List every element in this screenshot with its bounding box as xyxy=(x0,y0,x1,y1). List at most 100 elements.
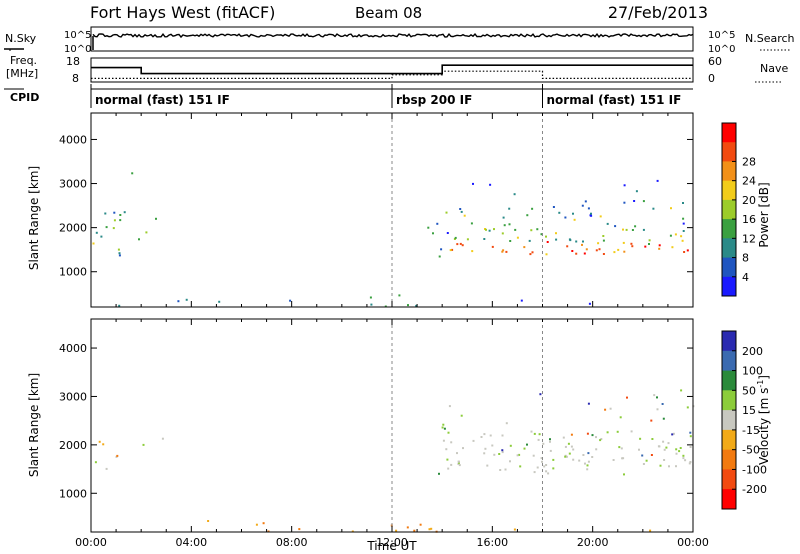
nsky-label: N.Sky xyxy=(5,32,37,45)
freq-right-tick-bottom: 0 xyxy=(708,72,715,85)
y-tick-label: 1000 xyxy=(59,487,87,500)
range-cell xyxy=(689,435,692,438)
range-cell xyxy=(587,460,590,463)
range-cell xyxy=(658,244,661,247)
range-cell xyxy=(440,248,443,251)
range-cell xyxy=(657,445,660,448)
range-cell xyxy=(599,439,602,442)
range-cell xyxy=(619,416,622,419)
range-cell xyxy=(542,442,545,445)
range-cell xyxy=(630,242,633,245)
range-cell xyxy=(566,245,569,248)
range-cell xyxy=(623,184,626,187)
x-tick-label: 12:00 xyxy=(376,536,408,549)
range-cell xyxy=(682,202,684,204)
range-cell xyxy=(602,239,605,242)
x-tick-label: 00:00 xyxy=(677,536,709,549)
range-cell xyxy=(582,240,584,243)
range-cell xyxy=(123,211,126,214)
range-cell xyxy=(686,249,689,252)
range-cell xyxy=(472,439,475,442)
x-tick-label: 00:00 xyxy=(75,536,107,549)
range-cell xyxy=(653,394,656,397)
range-cell xyxy=(658,247,661,250)
range-cell xyxy=(406,526,409,529)
range-cell xyxy=(536,228,539,231)
colorbar-tick-label: 28 xyxy=(742,155,756,168)
range-cell xyxy=(450,463,453,466)
range-cell xyxy=(446,458,449,461)
range-cell xyxy=(572,458,575,461)
colorbar-tick-label: 4 xyxy=(742,271,749,284)
range-cell xyxy=(682,454,685,457)
range-cell xyxy=(530,229,533,232)
range-cell xyxy=(118,252,121,255)
cpid-mode-band: normal (fast) 151 IF rbsp 200 IF normal (f… xyxy=(90,84,693,108)
range-cell xyxy=(415,304,418,307)
range-cell xyxy=(562,436,565,439)
range-cell xyxy=(572,212,574,215)
range-cell xyxy=(555,232,557,235)
colorbar-segment xyxy=(722,390,736,411)
range-cell xyxy=(545,470,548,473)
range-cell xyxy=(419,523,422,526)
range-cell xyxy=(112,227,115,230)
range-cell xyxy=(598,248,601,251)
colorbar-segment xyxy=(722,257,736,278)
range-cell xyxy=(407,304,409,307)
range-cell xyxy=(428,528,431,531)
range-cell xyxy=(447,467,450,470)
velocity-ylabel: Slant Range [km] xyxy=(27,373,41,477)
panel-background xyxy=(91,319,693,532)
range-cell xyxy=(442,423,445,426)
range-cell xyxy=(552,458,555,461)
range-cell xyxy=(623,250,626,253)
range-cell xyxy=(489,434,492,437)
range-cell xyxy=(625,228,628,231)
range-cell xyxy=(498,453,501,455)
range-cell xyxy=(564,216,567,219)
range-cell xyxy=(571,250,574,252)
range-cell xyxy=(533,471,536,474)
range-cell xyxy=(648,243,650,245)
range-cell xyxy=(609,407,612,410)
range-cell xyxy=(652,207,655,210)
colorbar-tick-label: 12 xyxy=(742,232,756,245)
range-cell xyxy=(145,231,148,234)
range-cell xyxy=(656,179,659,182)
beam-label: Beam 08 xyxy=(355,4,422,22)
range-cell xyxy=(583,252,586,255)
y-tick-label: 3000 xyxy=(59,390,87,403)
range-cell xyxy=(480,436,483,438)
range-cell xyxy=(523,246,526,249)
range-cell xyxy=(588,302,591,305)
freq-left-tick-bottom: 8 xyxy=(72,72,79,85)
noise-left-tick-bottom: 10^0 xyxy=(64,44,91,55)
range-cell xyxy=(545,235,547,238)
freq-label-line2: [MHz] xyxy=(6,67,38,80)
freq-solid-line xyxy=(91,64,693,75)
colorbar-tick-label: 24 xyxy=(742,175,756,188)
range-cell xyxy=(177,300,180,303)
range-cell xyxy=(564,455,567,458)
range-cell xyxy=(519,465,522,468)
colorbar-tick-label: -15 xyxy=(742,424,760,437)
range-cell xyxy=(649,529,652,532)
range-cell xyxy=(443,427,446,430)
range-cell xyxy=(462,447,464,450)
range-cell xyxy=(119,219,122,222)
range-cell xyxy=(491,444,494,447)
range-cell xyxy=(543,465,546,468)
range-cell xyxy=(656,396,658,399)
range-cell xyxy=(398,294,401,297)
range-cell xyxy=(218,300,221,303)
range-cell xyxy=(430,527,433,530)
range-cell xyxy=(119,214,122,216)
colorbar-segment xyxy=(722,180,736,201)
range-cell xyxy=(529,253,532,256)
range-cell xyxy=(584,200,587,203)
range-cell xyxy=(604,408,607,411)
range-cell xyxy=(483,452,486,455)
noise-panel-frame xyxy=(90,26,694,52)
colorbar-segment xyxy=(722,199,736,220)
